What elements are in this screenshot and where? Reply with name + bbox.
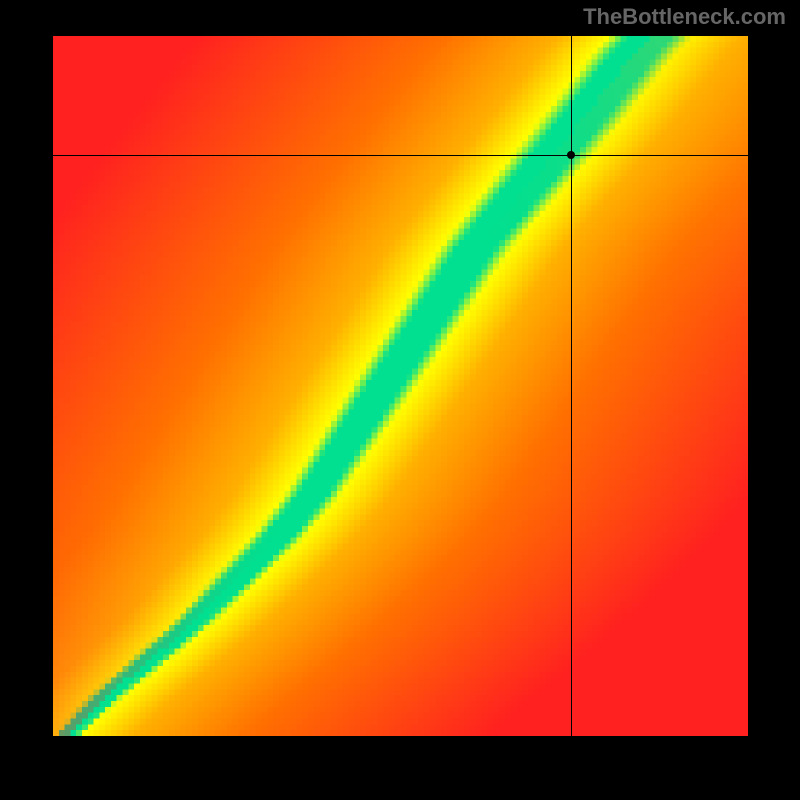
marker-dot bbox=[567, 151, 575, 159]
crosshair-horizontal bbox=[53, 155, 748, 156]
bottleneck-heatmap bbox=[53, 36, 748, 736]
watermark: TheBottleneck.com bbox=[583, 4, 786, 30]
crosshair-vertical bbox=[571, 36, 572, 736]
heatmap-canvas bbox=[53, 36, 748, 736]
